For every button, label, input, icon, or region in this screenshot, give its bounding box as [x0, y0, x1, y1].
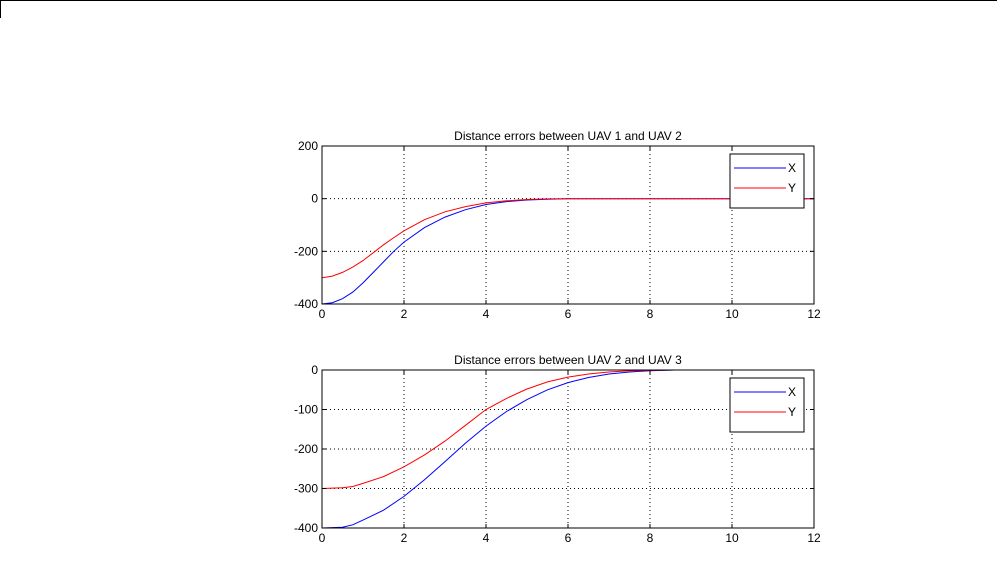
x-tick-label: 4 [483, 307, 490, 321]
window-top-border [0, 0, 997, 1]
legend-box [729, 377, 805, 433]
x-tick-label: 12 [807, 307, 821, 321]
y-tick-label: -200 [294, 244, 318, 258]
legend[interactable]: XY [729, 377, 805, 433]
series-line-y [321, 198, 814, 279]
subplot-1: 0 2 4 6 8 10 12 -400 -200 0 200 Distance errors bet… [294, 129, 821, 321]
x-tick-label: 8 [647, 307, 654, 321]
y-tick-label: -400 [294, 521, 318, 535]
x-tick-label: 2 [401, 307, 408, 321]
x-tick-label: 10 [725, 307, 739, 321]
x-tick-label: 0 [319, 307, 326, 321]
x-tick-label: 0 [319, 531, 326, 545]
legend-label-y: Y [788, 181, 796, 195]
y-tick-label: 200 [298, 139, 318, 153]
x-tick-label: 8 [647, 531, 654, 545]
y-tick-label: 0 [311, 363, 318, 377]
window-left-border [0, 0, 1, 18]
x-tick-label: 6 [565, 531, 572, 545]
x-tick-label: 10 [725, 531, 739, 545]
legend[interactable]: XY [729, 153, 805, 209]
x-tick-label: 4 [483, 531, 490, 545]
legend-label-x: X [788, 161, 796, 175]
x-tick-label: 12 [807, 531, 821, 545]
legend-label-x: X [788, 385, 796, 399]
legend-box [729, 153, 805, 209]
chart-title: Distance errors between UAV 1 and UAV 2 [454, 129, 682, 143]
series-line-x [321, 369, 675, 529]
chart-title: Distance errors between UAV 2 and UAV 3 [454, 353, 682, 367]
subplot-2: 0 2 4 6 8 10 12 -400 -300 -200 -100 0 Distance error… [294, 353, 821, 545]
y-tick-label: -400 [294, 297, 318, 311]
legend-label-y: Y [788, 405, 796, 419]
y-tick-label: 0 [311, 192, 318, 206]
x-tick-label: 6 [565, 307, 572, 321]
x-tick-label: 2 [401, 531, 408, 545]
y-tick-label: -300 [294, 482, 318, 496]
y-tick-label: -100 [294, 403, 318, 417]
y-tick-label: -200 [294, 442, 318, 456]
series-line-y [321, 369, 675, 489]
